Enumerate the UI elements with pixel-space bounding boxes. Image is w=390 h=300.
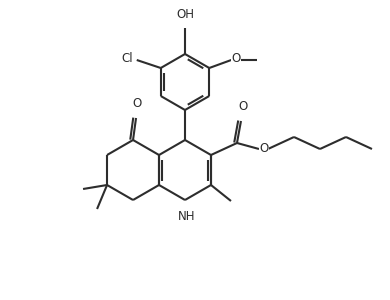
Text: O: O	[232, 52, 241, 65]
Text: OH: OH	[176, 8, 194, 21]
Text: Cl: Cl	[121, 52, 133, 65]
Text: O: O	[133, 97, 142, 110]
Text: O: O	[238, 100, 248, 113]
Text: NH: NH	[178, 210, 196, 223]
Text: O: O	[259, 142, 269, 155]
